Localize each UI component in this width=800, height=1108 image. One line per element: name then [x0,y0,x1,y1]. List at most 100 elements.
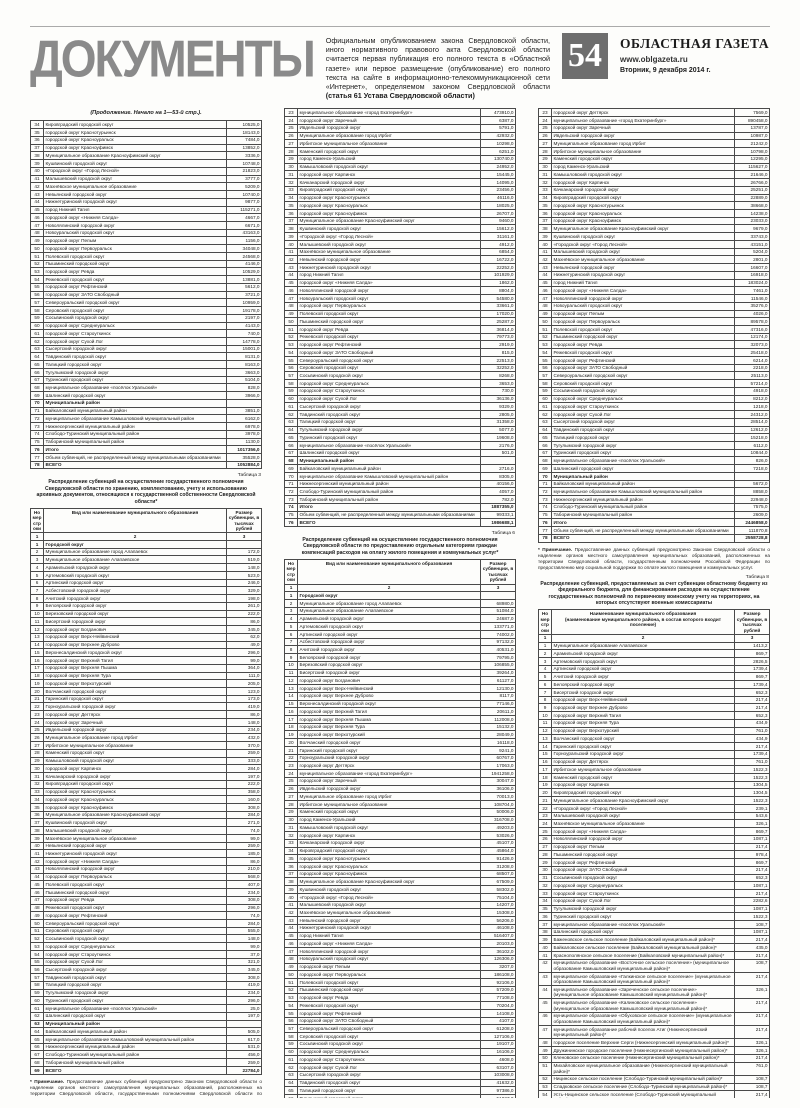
municipality-name: муниципальное образование «посёлок Ураль… [297,441,481,450]
table-row: 69 Шалинский городской округ 3966,0 [30,391,262,400]
subvention-value: 22513,0 [480,355,516,365]
municipality-name: Кировградский городской округ [551,788,735,798]
table-row: 50 городской округ Первоуральск 34048,0 [30,244,262,253]
table-row: 66 муниципальное образование «посёлок Ура… [284,441,516,450]
table-row: 62 городской округ Сухой Лог 24312,0 [538,410,770,419]
subvention-value: 370,0 [226,741,262,750]
table-row: 29 городской округ Рефтинский 869,7 [538,858,770,867]
municipality-name: городской округ Верхний Тагил [43,656,227,665]
row-number: 50 [284,317,298,326]
table-row: 14 городской округ Верхнее Дуброво 49,0 [30,640,262,650]
row-number: 68 [284,456,298,466]
row-number: 39 [538,935,552,945]
table-row: 71 Байкаловский муниципальный район 3851,0 [30,406,262,416]
table-row: 78 ВСЕГО 1052884,0 [30,460,262,470]
subvention-value: 8268,0 [480,371,516,381]
row-number: 34 [284,846,298,856]
table-row: 42 городской округ «Нижняя Салда» 86,0 [30,857,262,866]
table-row: 37 городской округ Красноуфимск 68507,0 [284,869,516,879]
table-row: 75 Объем субвенций, не распределенный меж… [284,510,516,520]
subvention-value: 24312,0 [734,410,770,419]
subvention-value: 217,4 [734,935,770,945]
subvention-value: 217,4 [734,695,770,705]
municipality-name: Режевской городской округ [43,275,227,284]
row-number: 9 [30,601,44,611]
row-number: 52 [538,332,552,342]
subvention-value: 16106,0 [480,1047,516,1057]
subvention-value: 326,1 [734,985,770,1000]
table-row: 59 городской округ Староуткинск 730,0 [284,386,516,396]
row-number: 65 [30,1035,44,1044]
subvention-value: 217,4 [734,1011,770,1027]
row-number: 57 [538,371,552,381]
table-row: 44 городской округ Первоуральск 568,0 [30,872,262,882]
row-number: 40 [538,943,552,952]
municipality-name: Таборинский муниципальный район [43,1058,227,1067]
row-number: 24 [30,717,44,727]
municipality-name: Пышминский городской округ [43,888,227,897]
municipality-name: Сосьвинский городской округ [43,313,227,323]
row-number: 67 [284,448,298,458]
municipality-name: Муниципальное образование Красноуфимский… [43,810,227,820]
row-number: 62 [538,410,552,419]
municipality-name: Артемовский городской округ [551,657,735,666]
subvention-value: 51084,0 [480,606,516,616]
row-number: 36 [284,861,298,871]
row-number: 16 [30,656,44,665]
row-number: 45 [284,278,298,288]
municipality-name: Туринский городской округ [43,996,227,1006]
row-number: 49 [284,962,298,972]
subvention-value: 20103,0 [480,939,516,949]
municipality-name: Тугулымский городской округ [551,441,735,450]
row-number: 2 [284,599,298,608]
subvention-value: 97386,0 [480,1086,516,1095]
table-row: 40 Невьянский городской округ 259,0 [30,841,262,851]
subvention-value: 217,4 [734,1090,770,1099]
table-row: 26 Муниципальное образование город Ирбит 4… [30,733,262,743]
municipality-name: Горноуральский городской округ [551,749,735,759]
subvention-value: 321,0 [226,957,262,967]
municipality-name: Муниципальный район [551,471,735,481]
municipality-name: Бисертский городской округ [43,617,227,627]
row-number: 17 [538,765,552,774]
municipality-name: Тавдинский городской округ [43,973,227,982]
subvention-value: 3966,0 [226,391,262,400]
table-row: 63 Муниципальный район [30,1019,262,1029]
footnote-text: Предоставление данных субвенций предусмо… [30,1078,262,1099]
table-row: 44 Нижнетуринский городской округ 9877,0 [30,197,262,207]
table-row: 77 Объем субвенций, не распределенный меж… [538,526,770,535]
newspaper-url[interactable]: www.oblgazeta.ru [620,55,688,64]
table-row: 61 муниципальное образование «посёлок Ура… [30,1004,262,1013]
municipality-name: городской округ Дегтярск [551,757,735,767]
row-number: 45 [30,880,44,890]
publication-notice-text: Официальным опубликованием закона Свердл… [325,36,550,92]
table-row: 8 городской округ Верх-Нейвинский 217,4 [538,695,770,705]
subvention-value: 4667,0 [226,213,262,222]
subvention-value: 555,0 [226,926,262,936]
row-number: 24 [284,116,298,125]
subvention-value: 419,0 [226,980,262,990]
column-header: Размер субвенции, в тысячах рублей [226,507,262,534]
subvention-value: 217,4 [734,742,770,751]
municipality-name: муниципальное образование «посёлок Ураль… [43,1004,227,1013]
column-number: 1 [30,532,44,541]
municipality-name: муниципальное образование Камышловский м… [43,1035,227,1044]
municipality-name: Артинский городской округ [551,664,735,674]
row-number: 33 [538,889,552,898]
row-number: 18 [284,722,298,732]
row-number: 7 [284,637,298,647]
municipality-name: городской округ Верхотурский [43,679,227,688]
row-number: 38 [30,151,44,161]
table-row: 1 Городской округ [30,540,262,549]
table-row: 37 Муниципальное образование Красноуфимск… [284,216,516,226]
row-number: 73 [284,495,298,504]
table-row: 42 Махнёвское муниципальное образование 28… [538,255,770,265]
column-2: 23 муниципальное образование «город Екате… [284,108,516,1099]
municipality-name: Березовский городской округ [43,609,227,619]
municipality-name: городской округ Среднеуральск [297,1047,481,1057]
municipality-name: Нижнесергинский муниципальный район [43,1042,227,1052]
table-row: 30 город Каменск-Уральский 115627,0 [538,162,770,172]
row-number: 41 [30,174,44,184]
row-number: 32 [30,779,44,789]
subvention-value: 1522,3 [734,765,770,774]
